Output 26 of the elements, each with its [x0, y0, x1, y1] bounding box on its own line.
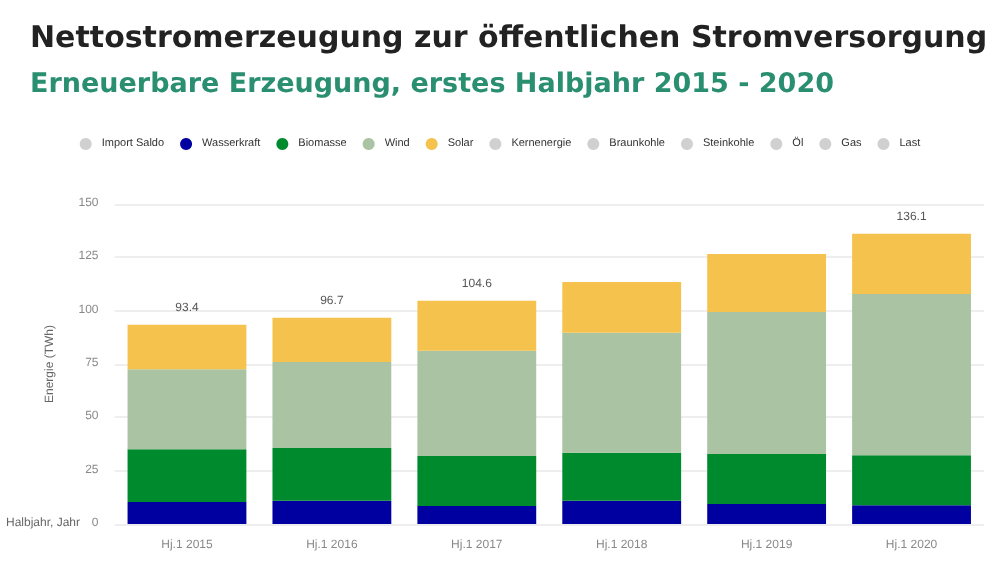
- bar: [562, 452, 682, 501]
- bar: [127, 369, 247, 450]
- bar: [417, 300, 537, 351]
- bar: [852, 233, 971, 295]
- bar: [272, 448, 392, 501]
- chart-subtitle: Erneuerbare Erzeugung, erstes Halbjahr 2015 - 2020: [30, 68, 834, 100]
- bar: [562, 332, 682, 453]
- bar: [417, 350, 537, 456]
- bar: [707, 253, 827, 312]
- chart-title: Nettostromerzeugung zur öffentlichen Stromversorgung: [30, 19, 988, 55]
- bar: [272, 317, 392, 363]
- bar: [707, 311, 827, 455]
- bar: [417, 455, 537, 507]
- bar: [852, 294, 971, 456]
- bar: [562, 500, 682, 524]
- bar: [127, 324, 247, 370]
- bar: [127, 502, 247, 524]
- bar: [562, 282, 682, 333]
- bar: [852, 505, 971, 524]
- bar: [707, 454, 827, 504]
- bar: [707, 503, 827, 524]
- bar: [417, 506, 537, 524]
- bar: [272, 362, 392, 449]
- bar: [852, 455, 971, 506]
- bar: [272, 500, 392, 524]
- bar: [127, 449, 247, 503]
